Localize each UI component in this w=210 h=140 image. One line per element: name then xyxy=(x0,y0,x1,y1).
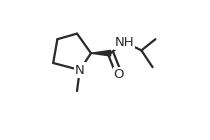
Text: N: N xyxy=(75,64,85,76)
Polygon shape xyxy=(91,50,111,56)
Text: O: O xyxy=(114,68,124,81)
Text: NH: NH xyxy=(115,36,134,48)
